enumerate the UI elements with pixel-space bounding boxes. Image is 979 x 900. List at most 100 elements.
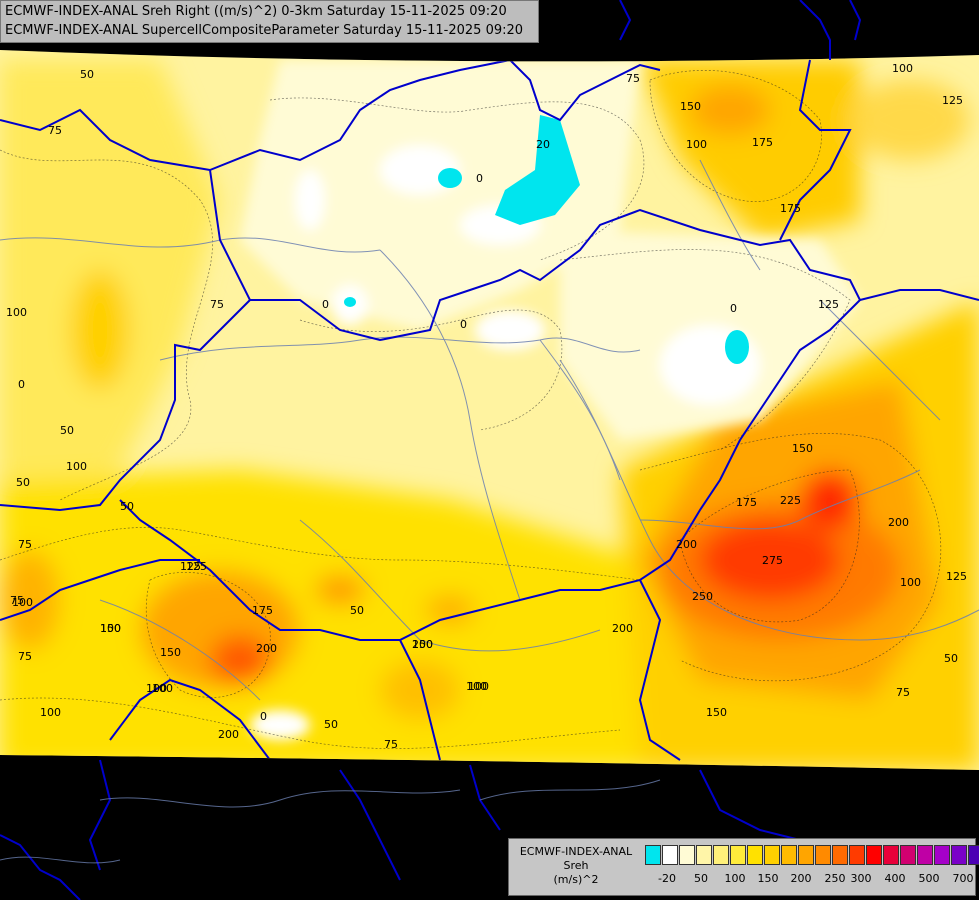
legend-tick-label: 250 [824,872,846,885]
contour-label: 150 [412,638,433,651]
contour-label: 200 [888,516,909,529]
legend-swatches [645,845,979,865]
legend-swatch [815,845,831,865]
contour-label: 50 [120,500,134,513]
contour-label: 175 [780,202,801,215]
cyan-area [344,297,356,307]
contour-label: 200 [218,728,239,741]
title-line-sreh: ECMWF-INDEX-ANAL Sreh Right ((m/s)^2) 0-… [5,4,507,19]
legend-swatch [883,845,899,865]
legend-swatch [968,845,979,865]
contour-label: 0 [476,172,483,185]
contour-label: 50 [324,718,338,731]
legend-tick-label: -20 [658,872,676,885]
contour-label: 75 [384,738,398,751]
contour-label: 50 [16,476,30,489]
contour-label: 175 [736,496,757,509]
contour-label: 125 [946,570,967,583]
contour-label: 100 [12,596,33,609]
contour-label: 100 [466,680,487,693]
legend-tick-label: 300 [850,872,872,885]
contour-label: 50 [350,604,364,617]
contour-label: 150 [792,442,813,455]
contour-label: 100 [468,680,489,693]
contour-label: 75 [18,650,32,663]
contour-label: 150 [706,706,727,719]
contour-label: 100 [900,576,921,589]
legend-swatch [900,845,916,865]
legend-parameter: Sreh [563,859,589,872]
contour-label: 75 [896,686,910,699]
legend-swatch [917,845,933,865]
legend-swatch [849,845,865,865]
legend-unit: (m/s)^2 [553,873,599,886]
legend-tick-label: 50 [694,872,708,885]
legend-swatch [696,845,712,865]
contour-label: 20 [536,138,550,151]
cyan-area [438,168,462,188]
legend-swatch [730,845,746,865]
contour-label: 200 [676,538,697,551]
contour-label: 0 [730,302,737,315]
legend-swatch [781,845,797,865]
legend-swatch [747,845,763,865]
sreh-field [0,50,979,770]
contour-label: 100 [6,306,27,319]
legend-swatch [798,845,814,865]
cyan-area [725,330,749,364]
legend-swatch [679,845,695,865]
contour-label: 150 [160,646,181,659]
legend-swatch [934,845,950,865]
contour-label: 200 [412,638,433,651]
cyan-area [495,115,580,225]
contour-label: 100 [152,682,173,695]
contour-label: 175 [752,136,773,149]
legend-swatch [645,845,661,865]
contour-label: 75 [626,72,640,85]
contour-label: 0 [322,298,329,311]
contour-label: 100 [40,706,61,719]
contour-label: 75 [10,594,24,607]
legend-tick-label: 150 [757,872,779,885]
contour-label: 50 [80,68,94,81]
contour-label: 250 [692,590,713,603]
legend-swatch [866,845,882,865]
contour-label: 75 [210,298,224,311]
legend-tick-label: 500 [918,872,940,885]
contour-label: 100 [146,682,167,695]
contour-label: 75 [48,124,62,137]
legend-tick-label: 700 [952,872,974,885]
legend-swatch [662,845,678,865]
contour-label: 200 [612,622,633,635]
contour-label: 100 [892,62,913,75]
contour-label: 125 [942,94,963,107]
outer-rivers [0,779,661,864]
legend-tick-label: 100 [724,872,746,885]
contour-label: 125 [180,560,201,573]
contour-label: 50 [944,652,958,665]
country-borders [0,58,979,761]
contour-label: 225 [780,494,801,507]
title-box: ECMWF-INDEX-ANAL Sreh Right ((m/s)^2) 0-… [0,0,539,43]
contour-label: 125 [818,298,839,311]
color-legend: ECMWF-INDEX-ANAL Sreh (m/s)^2 -20 50 100 15… [508,838,979,896]
legend-ticks: -20 50 100 150 200 250 300 400 500 700 [645,872,975,888]
contour-label: 150 [100,622,121,635]
contour-label: 275 [762,554,783,567]
contour-label: 0 [460,318,467,331]
legend-swatch [832,845,848,865]
contour-labels: 5075100751501751001251751001252000075005… [6,62,967,751]
contour-label: 0 [260,710,267,723]
legend-swatch [764,845,780,865]
contour-label: 75 [18,538,32,551]
contour-label: 0 [18,378,25,391]
contour-label: 200 [256,642,277,655]
contour-label: 125 [186,560,207,573]
title-line-scp: ECMWF-INDEX-ANAL SupercellCompositeParam… [5,23,524,38]
legend-model: ECMWF-INDEX-ANAL [519,845,633,858]
contour-label: 100 [100,622,121,635]
contour-label: 175 [252,604,273,617]
legend-swatch [713,845,729,865]
legend-swatch [951,845,967,865]
